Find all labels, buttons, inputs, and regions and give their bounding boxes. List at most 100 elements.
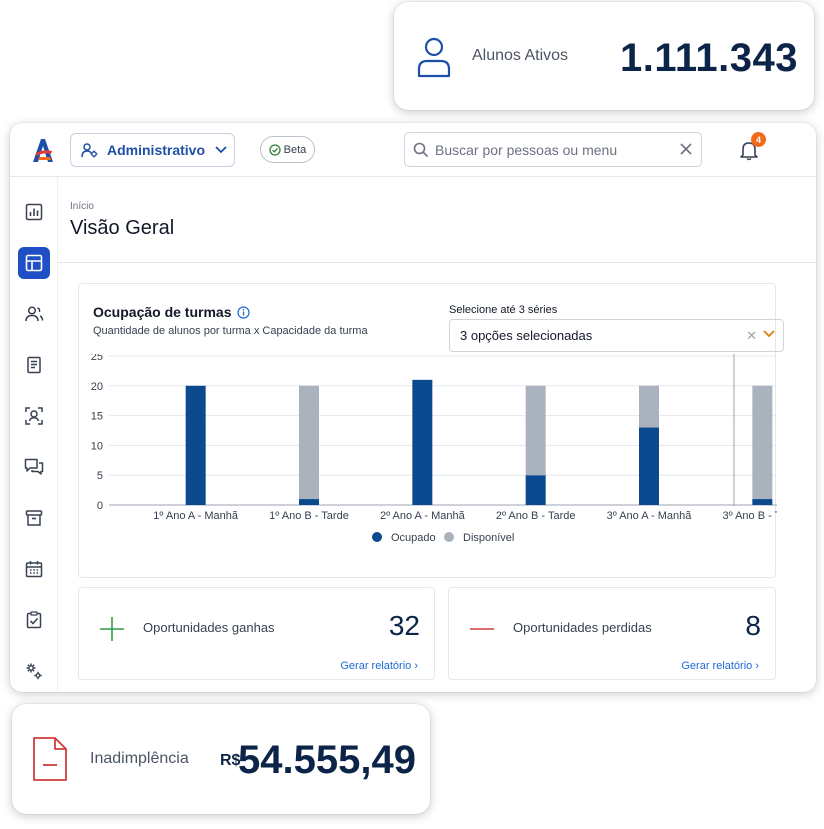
series-select[interactable]: 3 opções selecionadas ✕ (449, 319, 784, 352)
legend-label: Disponível (463, 532, 514, 544)
sidebar-item-tasks[interactable] (18, 604, 50, 636)
profile-label: Administrativo (107, 142, 206, 158)
y-axis-labels: 0 5 10 15 20 25 (91, 354, 103, 512)
sidebar-item-calendar[interactable] (18, 553, 50, 585)
bar-ocupado (185, 385, 206, 505)
chevron-down-icon[interactable] (763, 330, 775, 338)
x-axis-labels: 1º Ano A - Manhã 1º Ano B - Tarde 2º Ano A… (153, 510, 777, 522)
beta-label: Beta (283, 143, 307, 156)
chart-grid (109, 355, 777, 506)
chart-title: Ocupação de turmas (93, 304, 232, 320)
opportunities-lost-label: Oportunidades perdidas (513, 620, 652, 635)
header-divider (58, 262, 816, 263)
bar-ocupado (299, 499, 319, 505)
search-icon (413, 142, 429, 157)
occupancy-chart: 1º Ano A - Manhã 1º Ano B - Tarde 2º Ano A… (91, 354, 777, 544)
sidebar-item-settings[interactable] (18, 655, 50, 687)
legend-marker (372, 532, 382, 542)
delinquency-currency: R$ (220, 752, 241, 769)
document-minus-icon (33, 737, 67, 781)
main-content: Início Visão Geral Ocupação de turmas Qu… (58, 177, 816, 692)
chart-bars (185, 379, 773, 505)
clipboard-check-icon (26, 611, 42, 629)
bar-ocupado (639, 427, 659, 505)
delinquency-card: Inadimplência R$ 54.555,49 (12, 704, 430, 814)
opportunities-won-value: 32 (388, 610, 420, 641)
app-window: Administrativo Beta Buscar por pessoas o… (10, 123, 816, 692)
user-icon (417, 37, 451, 78)
calendar-icon (25, 561, 43, 578)
close-icon[interactable] (679, 142, 693, 156)
series-select-value: 3 opções selecionadas (460, 328, 593, 343)
chat-icon (24, 458, 44, 475)
chart-title-row: Ocupação de turmas (93, 304, 250, 320)
users-gear-icon (81, 143, 98, 158)
clear-selection-icon[interactable]: ✕ (746, 328, 757, 343)
bar-ocupado (752, 499, 773, 505)
people-icon (25, 306, 44, 322)
archive-icon (25, 510, 43, 526)
active-students-label: Alunos Ativos (472, 47, 569, 64)
profile-selector[interactable]: Administrativo (70, 133, 235, 167)
delinquency-label: Inadimplência (90, 750, 189, 767)
opportunities-won-label: Oportunidades ganhas (143, 620, 275, 635)
y-tick-label: 20 (91, 381, 103, 393)
lost-report-link[interactable]: Gerar relatório › (681, 660, 759, 672)
y-tick-label: 10 (91, 440, 103, 452)
bell-icon[interactable] (738, 139, 760, 161)
x-tick-label: 1º Ano A - Manhã (153, 510, 239, 522)
app-logo (33, 139, 53, 162)
sidebar-item-archive[interactable] (18, 502, 50, 534)
sidebar-item-messages[interactable] (18, 451, 50, 483)
sidebar-item-dashboard[interactable] (18, 247, 50, 279)
document-icon (27, 356, 41, 374)
notification-count: 4 (751, 132, 766, 147)
user-frame-icon (25, 407, 43, 425)
active-students-value: 1.111.343 (619, 36, 798, 80)
search-placeholder: Buscar por pessoas ou menu (435, 141, 618, 158)
dashboard-icon (25, 254, 43, 272)
beta-badge[interactable]: Beta (260, 136, 315, 163)
active-students-card: Alunos Ativos 1.111.343 (394, 2, 814, 110)
bar-chart-icon (25, 203, 43, 221)
sidebar-item-reports[interactable] (18, 196, 50, 228)
series-select-label: Selecione até 3 séries (449, 304, 558, 316)
chart-legend: Ocupado Disponível (372, 532, 514, 544)
class-occupancy-card: Ocupação de turmas Quantidade de alunos … (78, 283, 784, 578)
delinquency-value: 54.555,49 (238, 738, 416, 782)
bar-disponível (639, 385, 659, 428)
check-circle-icon (269, 143, 281, 156)
y-tick-label: 25 (91, 354, 103, 363)
sidebar-item-documents[interactable] (18, 349, 50, 381)
plus-icon (100, 617, 124, 641)
x-tick-label: 3º Ano B - Tarde (723, 510, 777, 522)
gears-icon (26, 663, 42, 680)
bar-disponível (299, 385, 319, 500)
legend-label: Ocupado (391, 532, 436, 544)
bar-ocupado (525, 475, 546, 505)
sidebar-item-people[interactable] (18, 298, 50, 330)
y-tick-label: 0 (97, 500, 103, 512)
top-bar: Administrativo Beta Buscar por pessoas o… (10, 123, 816, 177)
legend-marker (444, 532, 454, 542)
chart-subtitle: Quantidade de alunos por turma x Capacid… (93, 325, 368, 337)
bar-disponível (525, 385, 546, 476)
x-tick-label: 2º Ano A - Manhã (380, 510, 466, 522)
sidebar (10, 177, 58, 692)
chevron-down-icon (215, 146, 227, 154)
y-tick-label: 15 (91, 411, 103, 423)
won-report-link[interactable]: Gerar relatório › (340, 660, 418, 672)
sidebar-item-profile[interactable] (18, 400, 50, 432)
info-icon[interactable] (236, 305, 250, 319)
opportunities-lost-card: Oportunidades perdidas 8 Gerar relatório… (448, 587, 776, 680)
x-tick-label: 1º Ano B - Tarde (269, 510, 349, 522)
bar-ocupado (412, 379, 433, 505)
breadcrumb[interactable]: Início (70, 201, 94, 212)
x-tick-label: 2º Ano B - Tarde (496, 510, 576, 522)
search-input[interactable]: Buscar por pessoas ou menu (404, 132, 702, 167)
opportunities-lost-value: 8 (745, 610, 761, 641)
y-tick-label: 5 (97, 470, 103, 482)
bar-disponível (752, 385, 773, 500)
page-title: Visão Geral (70, 217, 175, 239)
minus-icon (470, 628, 494, 630)
